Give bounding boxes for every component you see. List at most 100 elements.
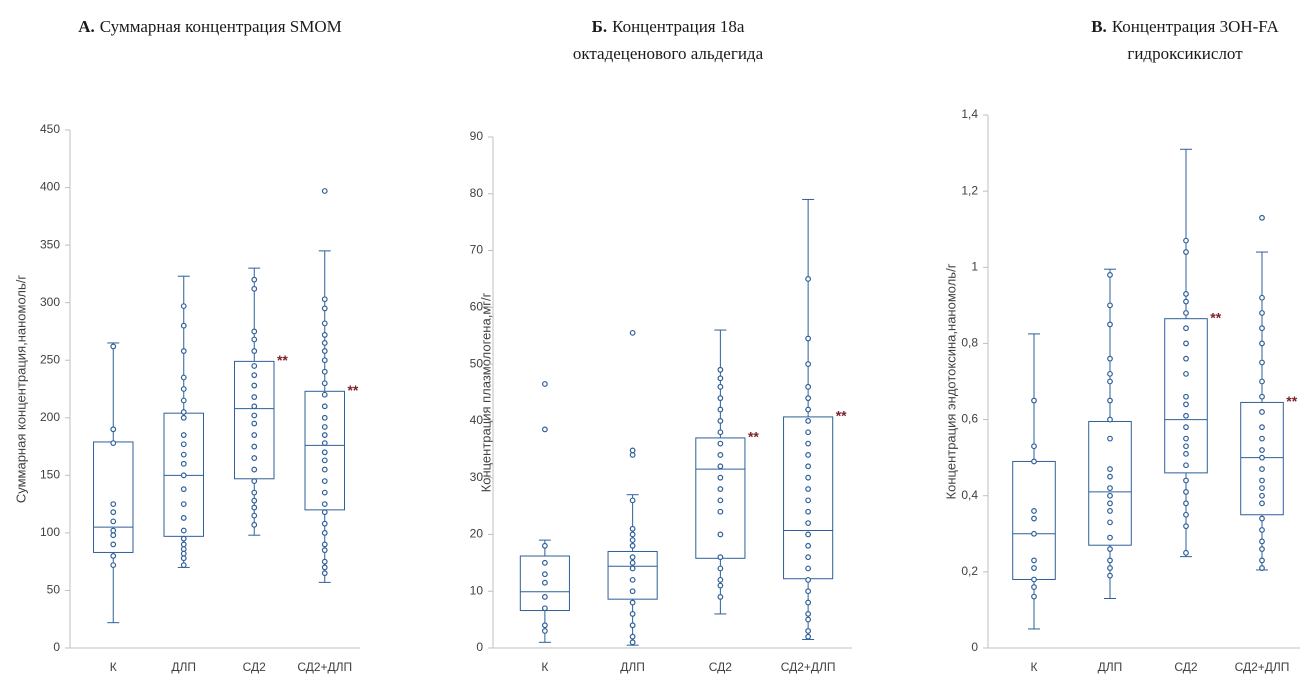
y-tick-label: 100 [40,525,60,539]
data-point [110,343,117,350]
data-point [180,541,187,548]
data-point [805,565,812,572]
data-point [321,403,328,410]
data-point [110,553,117,559]
data-point [251,443,258,450]
y-tick-label: 0,6 [961,412,978,426]
data-point [1183,237,1189,244]
data-point [629,452,636,458]
data-point [805,276,812,282]
data-point [321,432,328,438]
panel-label: Б. [592,17,608,36]
data-point [321,340,328,346]
data-point [1107,572,1113,579]
data-point [1107,397,1113,404]
data-point [251,512,258,519]
y-tick-label: 70 [470,243,484,257]
data-point [1259,565,1265,571]
data-point [805,508,812,515]
data-point [717,508,724,515]
data-point [1107,355,1113,362]
y-tick-label: 30 [470,470,484,484]
x-tick-label: СД2+ДЛП [297,660,352,674]
data-point [1107,272,1113,278]
data-point [251,336,258,343]
data-point [1107,534,1113,541]
chart-title: гидроксикислот [1127,44,1243,63]
y-tick-label: 50 [47,583,61,597]
data-point [321,348,328,354]
data-point [180,535,187,542]
data-point [251,348,258,354]
data-point [629,633,636,640]
data-point [629,576,636,583]
data-point [541,381,548,387]
data-point [180,515,187,521]
y-tick-label: 50 [470,356,484,370]
data-point [110,501,117,508]
data-point [1183,412,1189,419]
data-point [180,348,187,354]
data-point [1259,492,1265,499]
x-tick-label: ДЛП [620,660,645,674]
data-point [251,276,258,283]
y-tick-label: 40 [470,413,484,427]
data-point [1107,466,1113,472]
x-tick-label: СД2+ДЛП [781,660,836,674]
data-point [1183,249,1189,255]
title-text: Суммарная концентрация SMOM [100,17,342,36]
data-point [1031,576,1037,583]
data-point [805,520,812,526]
data-point [1183,489,1189,495]
data-point [629,329,636,336]
data-point [1031,565,1037,571]
data-point [110,532,117,539]
data-point [1183,370,1189,377]
data-point [251,466,258,473]
data-point [1183,401,1189,408]
data-point [805,554,812,561]
data-point [1259,359,1265,366]
data-point [717,406,724,413]
y-tick-label: 1,2 [961,183,978,197]
data-point [1259,538,1265,545]
significance-mark: ** [748,429,759,445]
significance-mark: ** [1286,393,1297,409]
y-tick-label: 400 [40,180,60,194]
y-tick-label: 20 [470,527,484,541]
data-point [1183,424,1189,431]
data-point [251,328,258,335]
data-point [1183,340,1189,347]
data-point [629,599,636,606]
data-point [717,554,724,561]
data-point [717,531,724,538]
data-point [180,562,187,569]
data-point [541,605,548,612]
data-point [180,451,187,458]
data-point [251,478,258,484]
y-tick-label: 80 [470,186,484,200]
y-tick-label: 1,4 [961,107,978,121]
data-point [321,320,328,327]
data-point [1259,424,1265,431]
data-point [180,322,187,329]
data-point [541,559,548,566]
box [1164,318,1208,474]
data-point [321,466,328,473]
data-point [1031,530,1037,537]
chart-title: октадеценового альдегида [573,44,764,63]
significance-mark: ** [836,408,847,424]
data-point [321,509,328,516]
chart-panel: А. Суммарная концентрация SMOM Суммарная к… [13,17,360,674]
data-point [1107,565,1113,571]
data-point [1259,527,1265,533]
data-point [1031,584,1037,590]
data-point [1031,593,1037,600]
data-point [805,486,812,492]
data-point [541,594,548,600]
y-tick-label: 0 [53,640,60,654]
data-point [1031,515,1037,522]
data-point [1183,355,1189,362]
data-point [1259,557,1265,564]
